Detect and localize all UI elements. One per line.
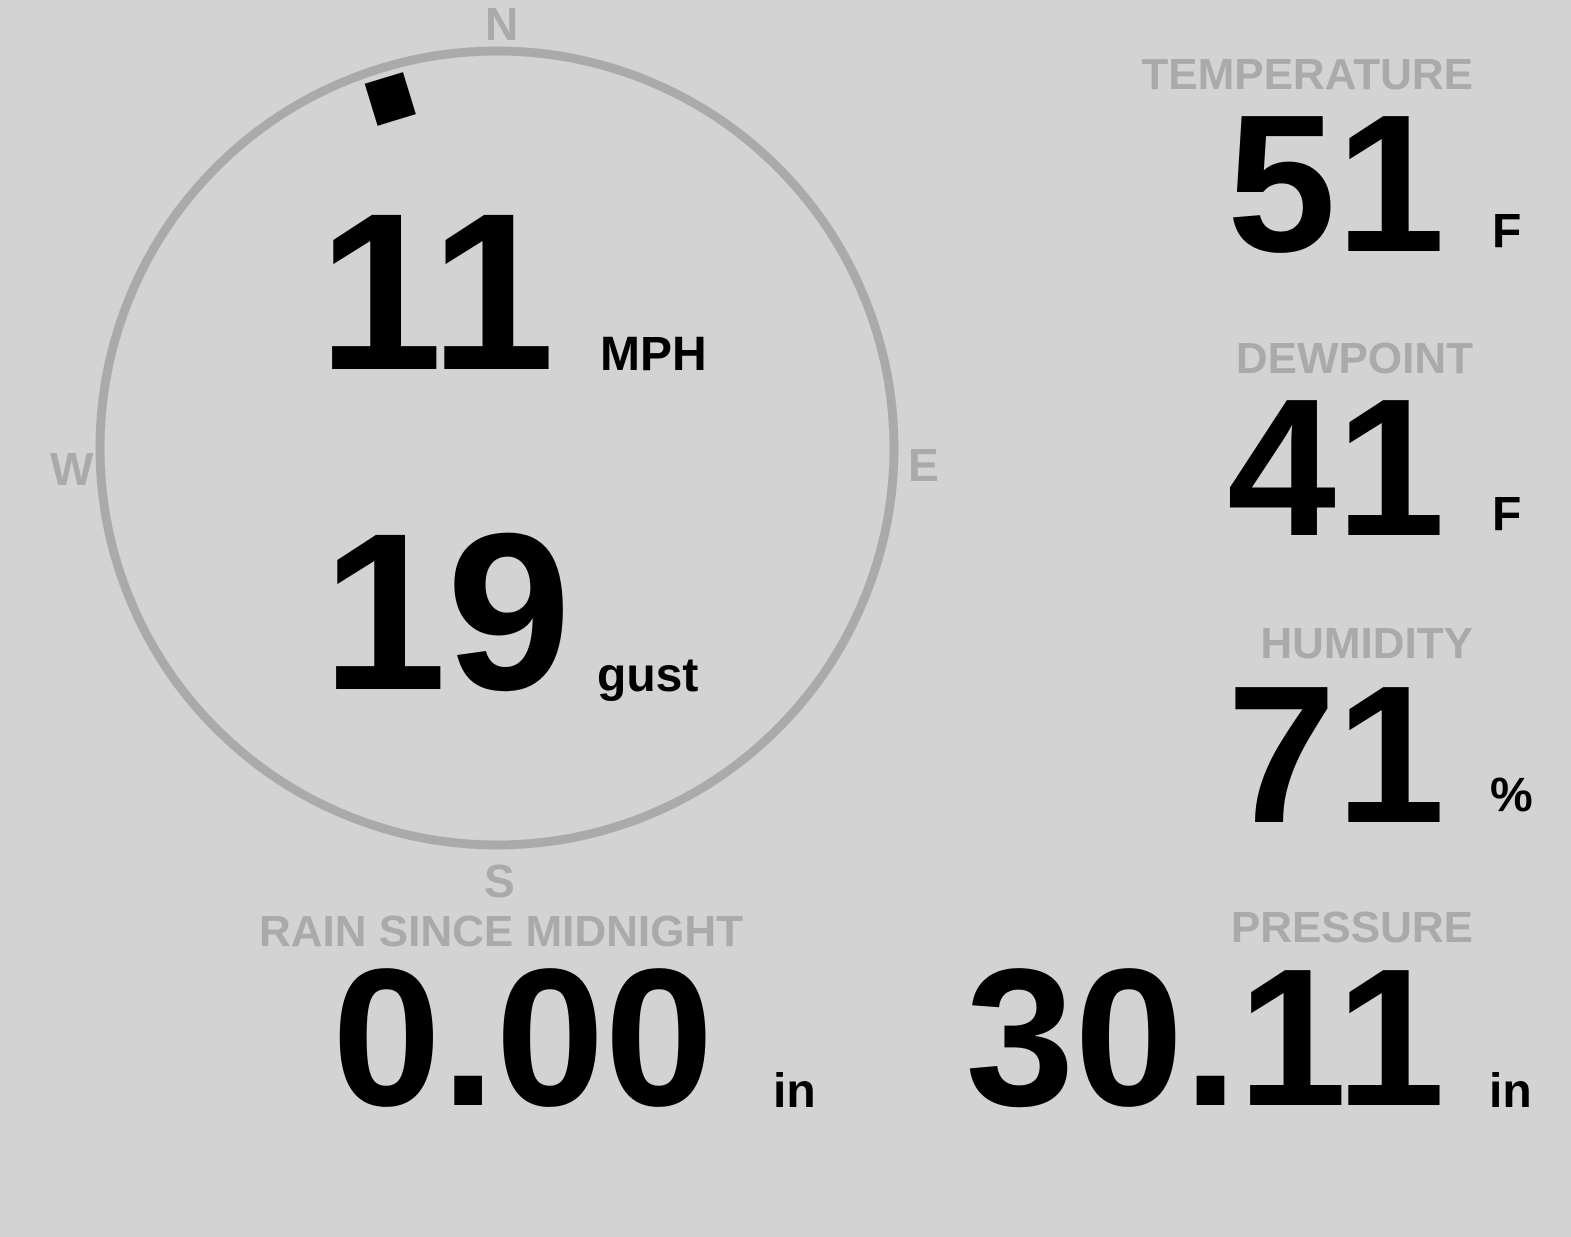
wind-gust-label: gust	[597, 649, 699, 702]
compass-n: N	[485, 0, 519, 50]
pressure-unit: in	[1489, 1065, 1532, 1118]
pressure-label: PRESSURE	[1230, 903, 1473, 952]
humidity-unit: %	[1490, 769, 1533, 822]
dewpoint-unit: F	[1492, 488, 1522, 541]
compass-e: E	[908, 439, 939, 491]
wind-gust: 19	[322, 487, 572, 737]
wind-direction-marker	[364, 72, 416, 126]
temperature-value: 51	[1226, 74, 1445, 293]
rain-unit: in	[773, 1065, 816, 1118]
wind-speed: 11	[318, 167, 555, 417]
compass-w: W	[50, 443, 94, 495]
wind-speed-unit: MPH	[600, 328, 707, 381]
compass-s: S	[484, 855, 515, 907]
temperature-unit: F	[1492, 205, 1522, 258]
rain-value: 0.00	[332, 928, 714, 1147]
temperature-label: TEMPERATURE	[1141, 50, 1473, 99]
dewpoint-value: 41	[1226, 358, 1445, 577]
humidity-label: HUMIDITY	[1260, 619, 1473, 668]
humidity-value: 71	[1226, 645, 1445, 864]
rain-label: RAIN SINCE MIDNIGHT	[259, 907, 743, 956]
dewpoint-label: DEWPOINT	[1235, 334, 1473, 383]
compass-ring	[95, 46, 899, 850]
pressure-value: 30.11	[965, 928, 1445, 1147]
